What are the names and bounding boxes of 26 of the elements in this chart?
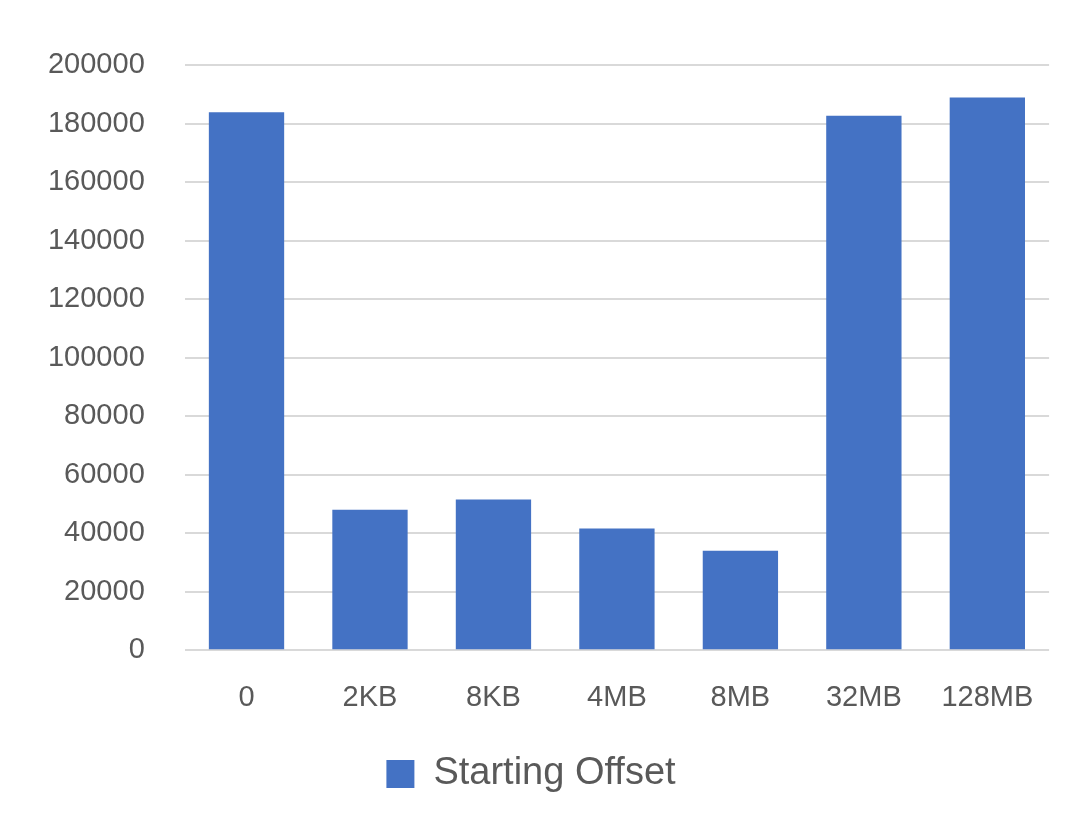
x-tick-label: 2KB [342,679,398,712]
bar [208,112,285,650]
x-tick-label: 8MB [710,679,771,712]
x-tick-label: 8KB [466,679,521,712]
bar [579,528,655,650]
y-tick-label: 20000 [64,573,145,606]
bar [332,509,408,650]
legend-label: Starting Offset [433,750,677,793]
x-tick-label: 4MB [587,679,647,712]
y-tick-label: 140000 [47,222,145,255]
y-tick-label: 40000 [64,515,145,548]
bar [455,499,532,650]
y-tick-label: 100000 [47,339,145,372]
x-tick-label: 128MB [941,679,1034,712]
y-tick-label: 200000 [47,47,145,80]
x-tick-label: 32MB [825,679,902,712]
y-tick-label: 0 [128,632,145,665]
y-tick-label: 180000 [47,105,145,138]
bar [702,550,779,650]
bar [826,115,902,650]
bar [949,97,1025,650]
y-tick-label: 80000 [64,398,145,431]
x-tick-label: 0 [238,679,255,712]
y-tick-label: 160000 [47,164,145,197]
y-tick-label: 120000 [47,281,145,314]
y-tick-label: 60000 [64,456,145,489]
